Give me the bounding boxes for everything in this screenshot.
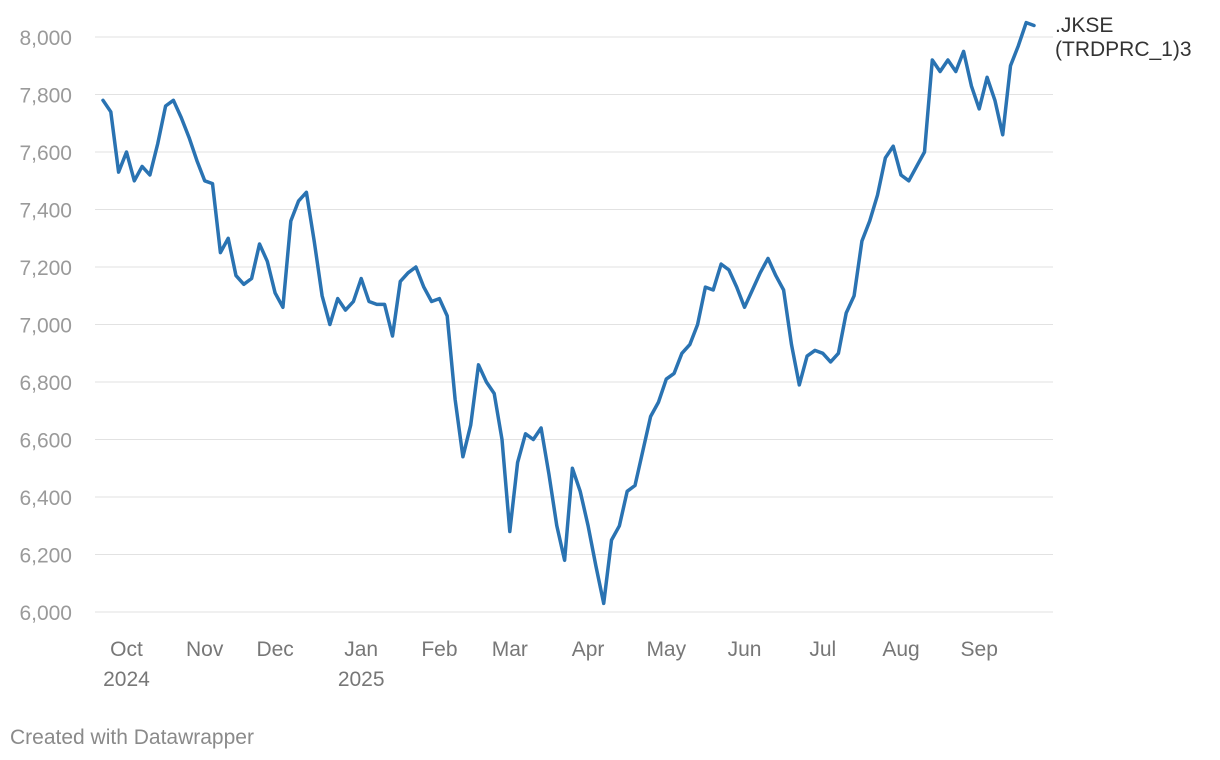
y-tick-label: 6,000 xyxy=(19,602,72,625)
x-tick-label: Sep xyxy=(961,638,998,661)
x-tick-label: Feb xyxy=(421,638,457,661)
y-tick-label: 7,600 xyxy=(19,142,72,165)
series-label: .JKSE (TRDPRC_1)3 xyxy=(1055,14,1192,61)
y-tick-label: 8,000 xyxy=(19,27,72,50)
y-tick-label: 7,400 xyxy=(19,200,72,223)
credit: Created with Datawrapper xyxy=(10,726,254,749)
y-tick-label: 6,600 xyxy=(19,430,72,453)
x-tick-label: Jun xyxy=(728,638,762,661)
x-tick-label: Jul xyxy=(809,638,836,661)
x-tick-label: Aug xyxy=(882,638,919,661)
y-tick-label: 7,200 xyxy=(19,257,72,280)
y-tick-label: 6,200 xyxy=(19,545,72,568)
y-tick-label: 7,000 xyxy=(19,315,72,338)
x-tick-label: Nov xyxy=(186,638,224,661)
x-tick-label: Mar xyxy=(492,638,528,661)
y-tick-label: 6,800 xyxy=(19,372,72,395)
x-tick-label: May xyxy=(646,638,686,661)
y-tick-label: 6,400 xyxy=(19,487,72,510)
data-line xyxy=(101,20,1036,606)
x-tick-label: Dec xyxy=(256,638,293,661)
x-tick-label: Oct 2024 xyxy=(103,638,150,691)
x-tick-label: Jan 2025 xyxy=(338,638,385,691)
x-tick-label: Apr xyxy=(572,638,605,661)
y-tick-label: 7,800 xyxy=(19,85,72,108)
